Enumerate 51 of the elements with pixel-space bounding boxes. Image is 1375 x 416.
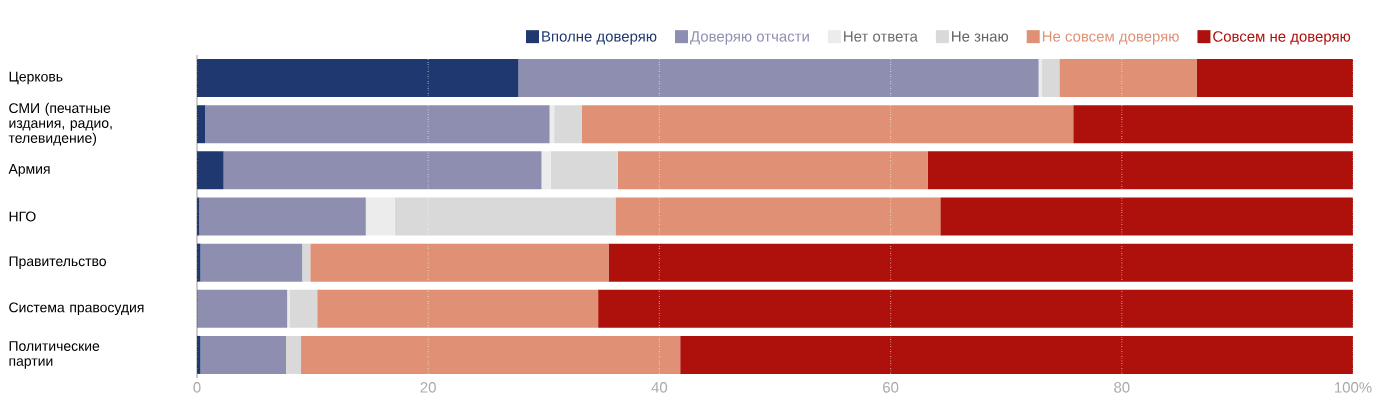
bar xyxy=(617,151,928,190)
bar xyxy=(680,335,1353,374)
bar xyxy=(550,151,618,190)
bar xyxy=(301,335,681,374)
y-tick-label: Церковь xyxy=(9,71,63,85)
legend-label: Совсем не доверяю xyxy=(1213,31,1351,45)
bar xyxy=(581,105,1074,144)
x-tick-label: 100% xyxy=(1335,382,1372,393)
bar xyxy=(608,243,1353,282)
bar xyxy=(541,151,551,190)
x-tick-label: 0 xyxy=(193,382,201,393)
bar xyxy=(518,59,1039,98)
y-tick-label: Политические партии xyxy=(9,341,100,369)
bar xyxy=(205,105,550,144)
bar xyxy=(289,289,318,328)
bar xyxy=(1196,59,1353,98)
bar xyxy=(1059,59,1197,98)
bar xyxy=(940,197,1353,236)
bar xyxy=(1073,105,1353,144)
y-tick-label: Система правосудия xyxy=(9,302,144,316)
bar xyxy=(598,289,1353,328)
bar xyxy=(317,289,599,328)
bar xyxy=(197,59,519,98)
bar xyxy=(1042,59,1060,98)
x-tick-label: 20 xyxy=(420,382,436,393)
bar xyxy=(365,197,395,236)
bar xyxy=(200,243,303,282)
bar xyxy=(197,151,224,190)
bar xyxy=(223,151,542,190)
legend-label: Не знаю xyxy=(952,31,1009,42)
y-tick-label: НГО xyxy=(9,211,36,222)
x-tick-label: 80 xyxy=(1114,382,1130,393)
x-tick-label: 40 xyxy=(651,382,668,393)
bar xyxy=(286,335,302,374)
bar xyxy=(554,105,582,144)
bar xyxy=(394,197,616,236)
x-tick-label: 60 xyxy=(883,382,899,393)
y-tick-label: Армия xyxy=(8,164,50,177)
bar xyxy=(199,197,366,236)
y-tick-label: Правительство xyxy=(9,256,106,269)
bar xyxy=(197,289,288,328)
legend-label: Нет ответа xyxy=(844,31,918,42)
bar xyxy=(302,243,311,282)
bar xyxy=(927,151,1353,190)
y-tick-label: СМИ (печатные издания, радио, телевидение) xyxy=(8,102,112,146)
bar xyxy=(310,243,609,282)
legend-label: Вполне доверяю xyxy=(542,31,657,45)
bar xyxy=(615,197,941,236)
legend-label: Доверяю отчасти xyxy=(690,31,809,45)
bar xyxy=(200,335,287,374)
legend-label: Не совсем доверяю xyxy=(1042,31,1179,45)
